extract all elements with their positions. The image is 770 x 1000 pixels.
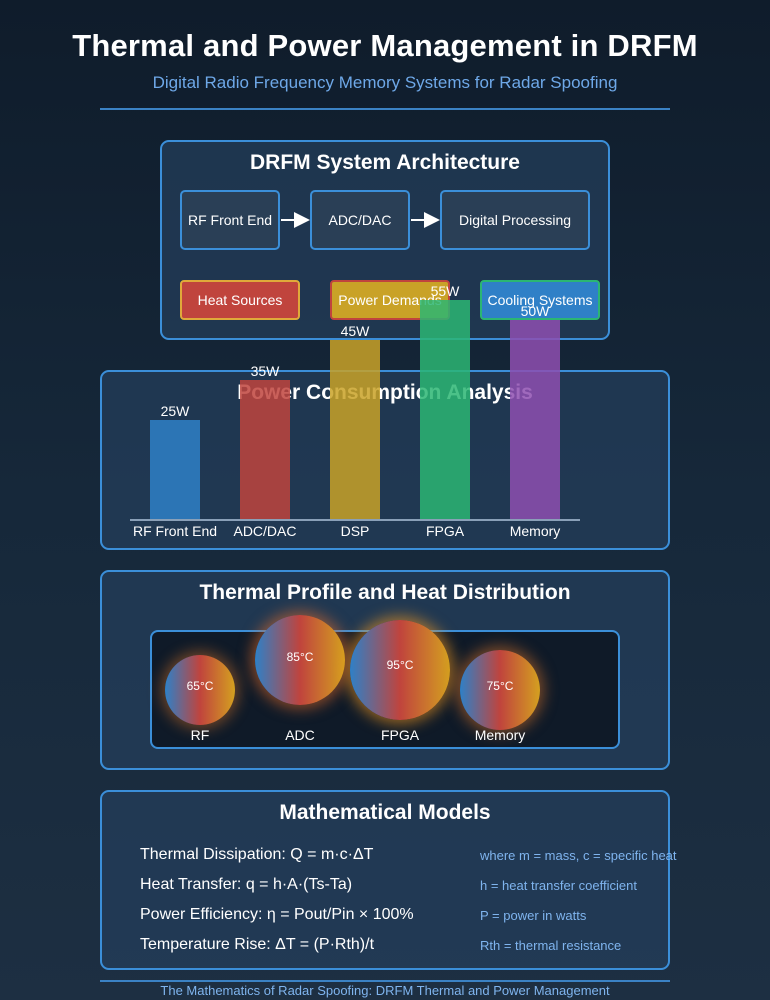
- header-divider: [100, 108, 670, 110]
- stage-adc-dac: ADC/DAC: [310, 190, 410, 250]
- bar-memory: [510, 320, 560, 520]
- page-title: Thermal and Power Management in DRFM: [72, 28, 698, 63]
- equation-note: where m = mass, c = specific heat: [480, 848, 677, 863]
- bar-category-label: DSP: [340, 523, 370, 539]
- bar-value-label: 50W: [520, 303, 550, 319]
- equation-note: P = power in watts: [480, 908, 587, 923]
- stage-label: Digital Processing: [458, 212, 572, 228]
- stage-label: RF Front End: [187, 212, 273, 228]
- temperature-label: 75°C: [486, 679, 514, 693]
- footer-divider: [100, 980, 670, 982]
- bar-rf-front-end: [150, 420, 200, 520]
- architecture-arrows: [281, 212, 440, 228]
- bar-adc-dac: [240, 380, 290, 520]
- equation-temperature-rise: Temperature Rise: ΔT = (P·Rth)/t: [140, 936, 375, 953]
- stage-digital-processing: Digital Processing: [440, 190, 590, 250]
- bar-category-label: ADC/DAC: [233, 523, 297, 539]
- bar-dsp: [330, 340, 380, 520]
- temperature-label: 85°C: [286, 650, 314, 664]
- footer-text: The Mathematics of Radar Spoofing: DRFM …: [160, 983, 610, 998]
- equation-note: Rth = thermal resistance: [480, 938, 622, 953]
- component-label: RF: [190, 727, 210, 743]
- component-label: FPGA: [380, 727, 420, 743]
- category-cooling-systems: Cooling Systems: [480, 280, 600, 320]
- component-label: ADC: [285, 727, 315, 743]
- equation-heat-transfer: Heat Transfer: q = h·A·(Ts-Ta): [140, 876, 353, 893]
- math-panel: [100, 790, 670, 970]
- category-label: Cooling Systems: [487, 292, 593, 308]
- equation-note: h = heat transfer coefficient: [480, 878, 637, 893]
- category-label: Heat Sources: [197, 292, 283, 308]
- bar-value-label: 55W: [430, 283, 460, 299]
- thermal-panel-title: Thermal Profile and Heat Distribution: [199, 581, 571, 604]
- page-subtitle: Digital Radio Frequency Memory Systems f…: [152, 73, 618, 92]
- heat-spot-fpga: 95°C: [350, 620, 450, 720]
- temperature-label: 95°C: [386, 658, 414, 672]
- equation-thermal-dissipation: Thermal Dissipation: Q = m·c·ΔT: [140, 846, 374, 863]
- equation-power-efficiency: Power Efficiency: η = Pout/Pin × 100%: [140, 906, 414, 923]
- category-label: Power Demands: [338, 292, 442, 308]
- stage-rf-front-end: RF Front End: [180, 190, 280, 250]
- bar-value-label: 25W: [160, 403, 190, 419]
- bar-category-label: RF Front End: [132, 523, 218, 539]
- temperature-label: 65°C: [186, 679, 214, 693]
- component-label: Memory: [474, 727, 526, 743]
- category-heat-sources: Heat Sources: [180, 280, 300, 320]
- bar-fpga: [420, 300, 470, 520]
- bar-value-label: 35W: [250, 363, 280, 379]
- bar-category-label: FPGA: [425, 523, 465, 539]
- heat-spot-memory: 75°C: [460, 650, 540, 730]
- stage-label: ADC/DAC: [328, 212, 392, 228]
- architecture-panel-title: DRFM System Architecture: [250, 151, 520, 174]
- bar-category-label: Memory: [509, 523, 561, 539]
- bar-value-label: 45W: [340, 323, 370, 339]
- heat-spot-adc: 85°C: [255, 615, 345, 705]
- chart-baseline: [130, 519, 580, 521]
- heat-spot-rf: 65°C: [165, 655, 235, 725]
- math-panel-title: Mathematical Models: [279, 801, 491, 824]
